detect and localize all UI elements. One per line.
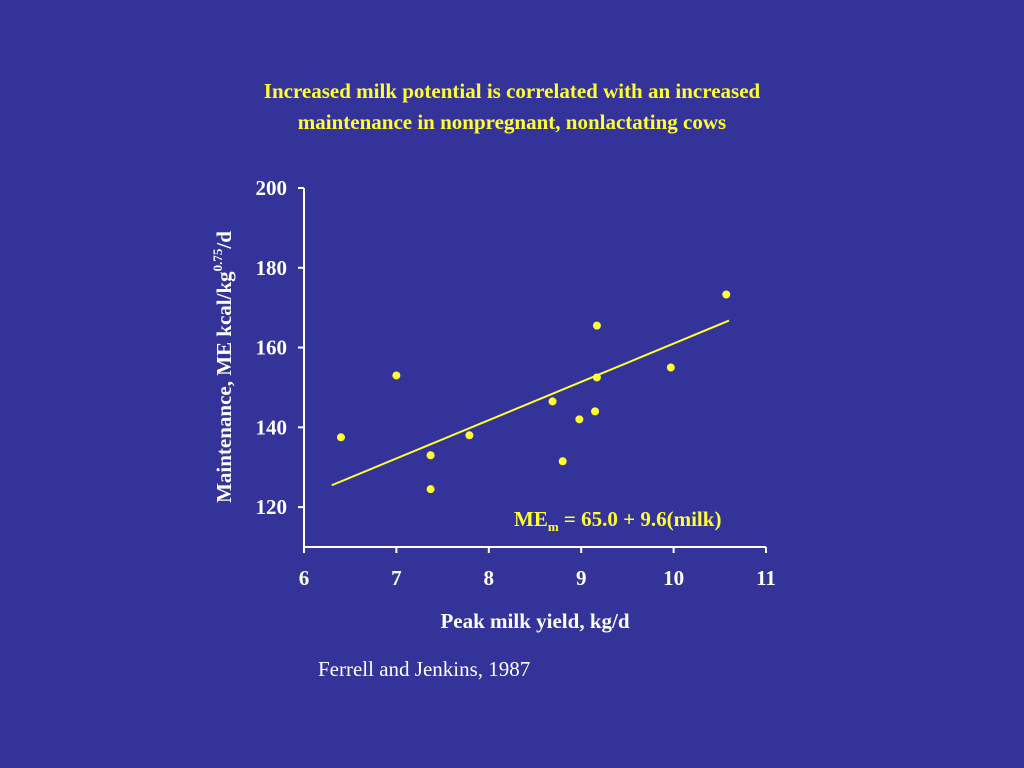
y-tick-label: 140 bbox=[256, 415, 288, 439]
data-point bbox=[592, 321, 601, 330]
y-axis-label: Maintenance, ME kcal/kg0.75/d bbox=[210, 231, 236, 503]
x-tick-label: 9 bbox=[576, 566, 587, 590]
y-tick-label: 160 bbox=[256, 336, 288, 360]
data-point bbox=[548, 397, 557, 406]
chart-title: Increased milk potential is correlated w… bbox=[112, 76, 912, 138]
equation-rest: = 65.0 + 9.6(milk) bbox=[559, 507, 722, 531]
y-axis-label-sup: 0.75 bbox=[210, 248, 225, 271]
data-point bbox=[592, 373, 601, 382]
data-points bbox=[336, 290, 731, 494]
regression-equation: MEm = 65.0 + 9.6(milk) bbox=[514, 507, 721, 534]
data-point bbox=[336, 433, 345, 442]
data-point bbox=[426, 451, 435, 460]
x-axis-label: Peak milk yield, kg/d bbox=[440, 609, 629, 633]
x-tick-label: 11 bbox=[756, 566, 776, 590]
y-axis-label-tail: /d bbox=[212, 231, 236, 250]
regression-line bbox=[331, 319, 730, 487]
data-point bbox=[591, 407, 600, 416]
data-point bbox=[575, 415, 584, 424]
y-axis-label-main: Maintenance, ME kcal/kg bbox=[212, 271, 236, 503]
equation-me: ME bbox=[514, 507, 548, 531]
regression-line-group bbox=[331, 319, 730, 487]
y-tick-label: 120 bbox=[256, 495, 288, 519]
title-line-2: maintenance in nonpregnant, nonlactating… bbox=[297, 110, 727, 134]
data-point bbox=[558, 457, 567, 466]
x-tick-label: 7 bbox=[391, 566, 402, 590]
y-tick-label: 180 bbox=[256, 256, 288, 280]
x-tick-label: 8 bbox=[484, 566, 495, 590]
citation: Ferrell and Jenkins, 1987 bbox=[318, 657, 531, 681]
data-point bbox=[465, 431, 474, 440]
x-axis: 6 7 8 9 10 11 bbox=[299, 546, 776, 590]
title-line-1: Increased milk potential is correlated w… bbox=[263, 79, 761, 103]
x-tick-label: 6 bbox=[299, 566, 310, 590]
data-point bbox=[666, 363, 675, 372]
data-point bbox=[392, 371, 401, 380]
y-tick-label: 200 bbox=[256, 176, 288, 200]
data-point bbox=[722, 290, 731, 299]
equation-subscript: m bbox=[548, 519, 559, 534]
x-tick-label: 10 bbox=[663, 566, 684, 590]
data-point bbox=[426, 485, 435, 494]
y-axis: 120 140 160 180 200 bbox=[256, 176, 305, 547]
